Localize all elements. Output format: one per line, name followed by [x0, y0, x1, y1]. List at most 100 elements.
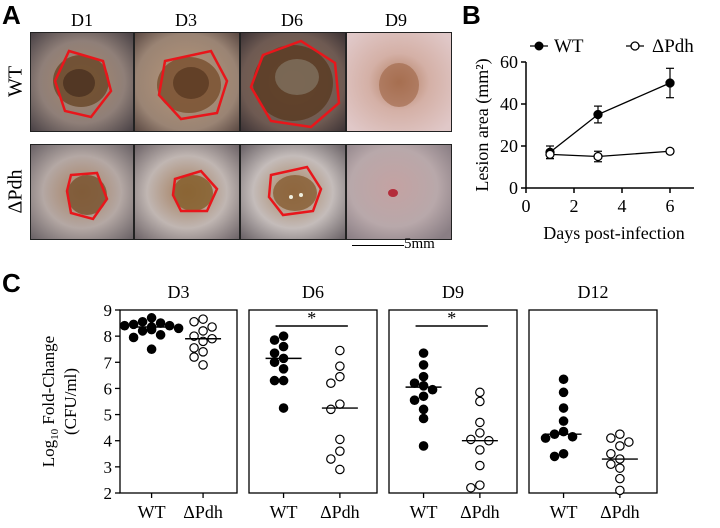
data-point-wt: [278, 341, 289, 352]
lesion-photo-dpdh-d6: [240, 144, 346, 240]
data-point-wt: [278, 364, 289, 374]
lesion-outline: [171, 169, 219, 213]
data-point-dpdh: [466, 434, 476, 445]
x-tick-label: 2: [570, 196, 579, 216]
subplot-title: D6: [302, 282, 324, 302]
x-tick-label: ΔPdh: [460, 502, 500, 522]
data-point-dpdh: [335, 446, 345, 456]
subplot-frame-d9: [388, 309, 518, 494]
data-point-dpdh: [475, 445, 485, 455]
data-point-wt: [540, 433, 551, 443]
subplot-title: D9: [442, 282, 464, 302]
lesion-photo-dpdh-d3: [134, 144, 240, 240]
y-tick-label: 8: [104, 327, 113, 346]
y-tick-label: 4: [104, 432, 113, 451]
data-point-dpdh: [198, 360, 208, 370]
y-tick-label: 3: [104, 458, 113, 477]
y-axis-label: Log10 Fold-Change: [39, 336, 61, 467]
data-point-dpdh: [198, 326, 208, 336]
data-point-wt: [137, 326, 148, 336]
data-point-dpdh: [335, 371, 345, 382]
lesion-outline: [53, 49, 113, 119]
data-point-wt: [418, 441, 429, 451]
y-axis-units: (CFU/ml): [61, 368, 80, 435]
x-tick-label: ΔPdh: [183, 502, 223, 522]
data-point-dpdh: [335, 399, 345, 409]
y-tick-label: 9: [104, 301, 113, 320]
data-point-wt: [418, 404, 429, 415]
y-tick-label: 7: [104, 353, 113, 372]
data-point-dpdh: [207, 322, 217, 332]
data-point-wt: [418, 413, 429, 424]
data-point-dpdh: [326, 454, 336, 464]
data-point-dpdh: [189, 352, 199, 362]
data-point-wt: [558, 448, 569, 459]
data-point-dpdh: [615, 429, 625, 439]
data-point-wt: [558, 416, 569, 426]
data-point-wt: [665, 78, 675, 88]
x-tick-label: 4: [618, 196, 627, 216]
data-point-wt: [278, 331, 289, 341]
data-point-dpdh: [615, 463, 625, 473]
data-point-dpdh: [475, 480, 485, 490]
lesion-photo-dpdh-d1: [30, 144, 134, 240]
legend-marker-dpdh: [630, 41, 640, 51]
data-point-dpdh: [335, 345, 345, 356]
significance-star: *: [447, 308, 456, 328]
data-point-wt: [173, 323, 184, 334]
legend-marker-wt: [534, 41, 544, 51]
data-point-dpdh: [475, 460, 485, 471]
col-label-d1: D1: [71, 10, 93, 30]
y-tick-label: 20: [500, 136, 518, 156]
series-line-dpdh: [549, 150, 671, 158]
data-point-wt: [146, 344, 157, 355]
data-point-wt: [155, 330, 166, 340]
lesion-photo-wt-d1: [30, 32, 134, 132]
data-point-dpdh: [615, 441, 625, 451]
lesion-photo-dpdh-d9: [346, 144, 452, 240]
x-tick-label: ΔPdh: [320, 502, 360, 522]
y-tick-label: 2: [104, 484, 113, 503]
y-tick-label: 6: [104, 379, 113, 398]
x-tick-label: 6: [666, 196, 675, 216]
lesion-photo-wt-d9: [346, 32, 452, 132]
scale-bar-label: 5mm: [404, 236, 435, 252]
col-label-d6: D6: [281, 10, 303, 30]
data-point-dpdh: [466, 482, 476, 493]
data-point-wt: [164, 320, 175, 331]
x-tick-label: WT: [550, 502, 578, 522]
data-point-dpdh: [606, 433, 616, 443]
y-axis-label: Lesion area (mm²): [472, 58, 493, 191]
series-line-wt: [549, 82, 671, 153]
subplot-frame-d12: [528, 309, 658, 494]
x-axis-label: Days post-infection: [543, 223, 684, 243]
data-point-wt: [269, 375, 280, 386]
panel-a-letter: A: [2, 0, 21, 30]
lesion-outline: [157, 49, 229, 121]
data-point-wt: [269, 357, 280, 368]
data-point-wt: [128, 332, 139, 343]
data-point-dpdh: [198, 347, 208, 357]
data-point-dpdh: [326, 378, 336, 388]
data-point-wt: [418, 381, 429, 391]
data-point-dpdh: [545, 149, 555, 160]
lesion-photo-wt-d6: [240, 32, 346, 132]
subplot-title: D3: [168, 282, 190, 302]
significance-star: *: [307, 308, 316, 328]
data-point-wt: [278, 403, 289, 413]
data-point-dpdh: [665, 146, 675, 156]
subplot-frame-d6: [248, 309, 378, 494]
lesion-photo-wt-d3: [134, 32, 240, 132]
lesion-outline: [65, 171, 109, 221]
data-point-wt: [558, 387, 569, 398]
data-point-wt: [593, 109, 603, 120]
data-point-dpdh: [335, 434, 345, 445]
data-point-wt: [549, 451, 560, 462]
col-label-d3: D3: [175, 10, 197, 30]
lesion-area-chart: 0 20 40 60 0 2 4 6 Days post-infection Lesion are…: [472, 36, 694, 243]
data-point-dpdh: [335, 361, 345, 372]
data-point-dpdh: [198, 314, 208, 324]
data-point-wt: [137, 316, 148, 327]
col-label-d9: D9: [385, 10, 407, 30]
data-point-dpdh: [593, 151, 603, 162]
